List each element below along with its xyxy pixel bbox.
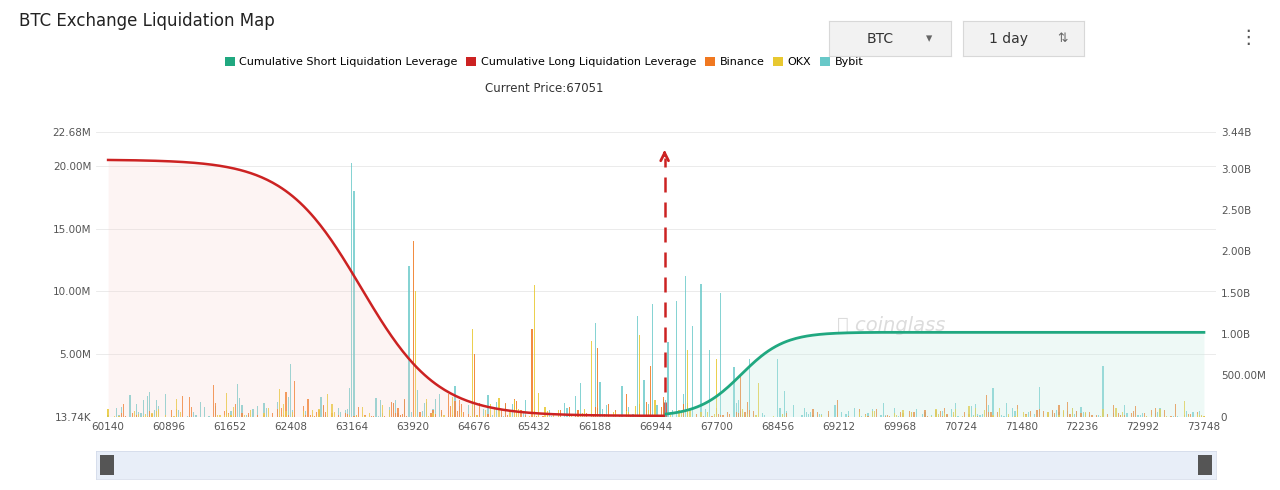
Text: ⇅: ⇅ [1057, 32, 1068, 45]
Bar [101, 455, 114, 475]
Text: Current Price:67051: Current Price:67051 [485, 82, 603, 95]
Text: BTC Exchange Liquidation Map: BTC Exchange Liquidation Map [19, 12, 275, 30]
Text: ⋮: ⋮ [1238, 28, 1258, 47]
Text: 1 day: 1 day [989, 32, 1028, 46]
Text: BTC: BTC [867, 32, 893, 46]
Legend: Cumulative Short Liquidation Leverage, Cumulative Long Liquidation Leverage, Bin: Cumulative Short Liquidation Leverage, C… [220, 52, 868, 72]
Bar [1198, 455, 1211, 475]
Text: ▾: ▾ [925, 32, 932, 45]
Text: 🦅 coinglass: 🦅 coinglass [837, 316, 946, 335]
